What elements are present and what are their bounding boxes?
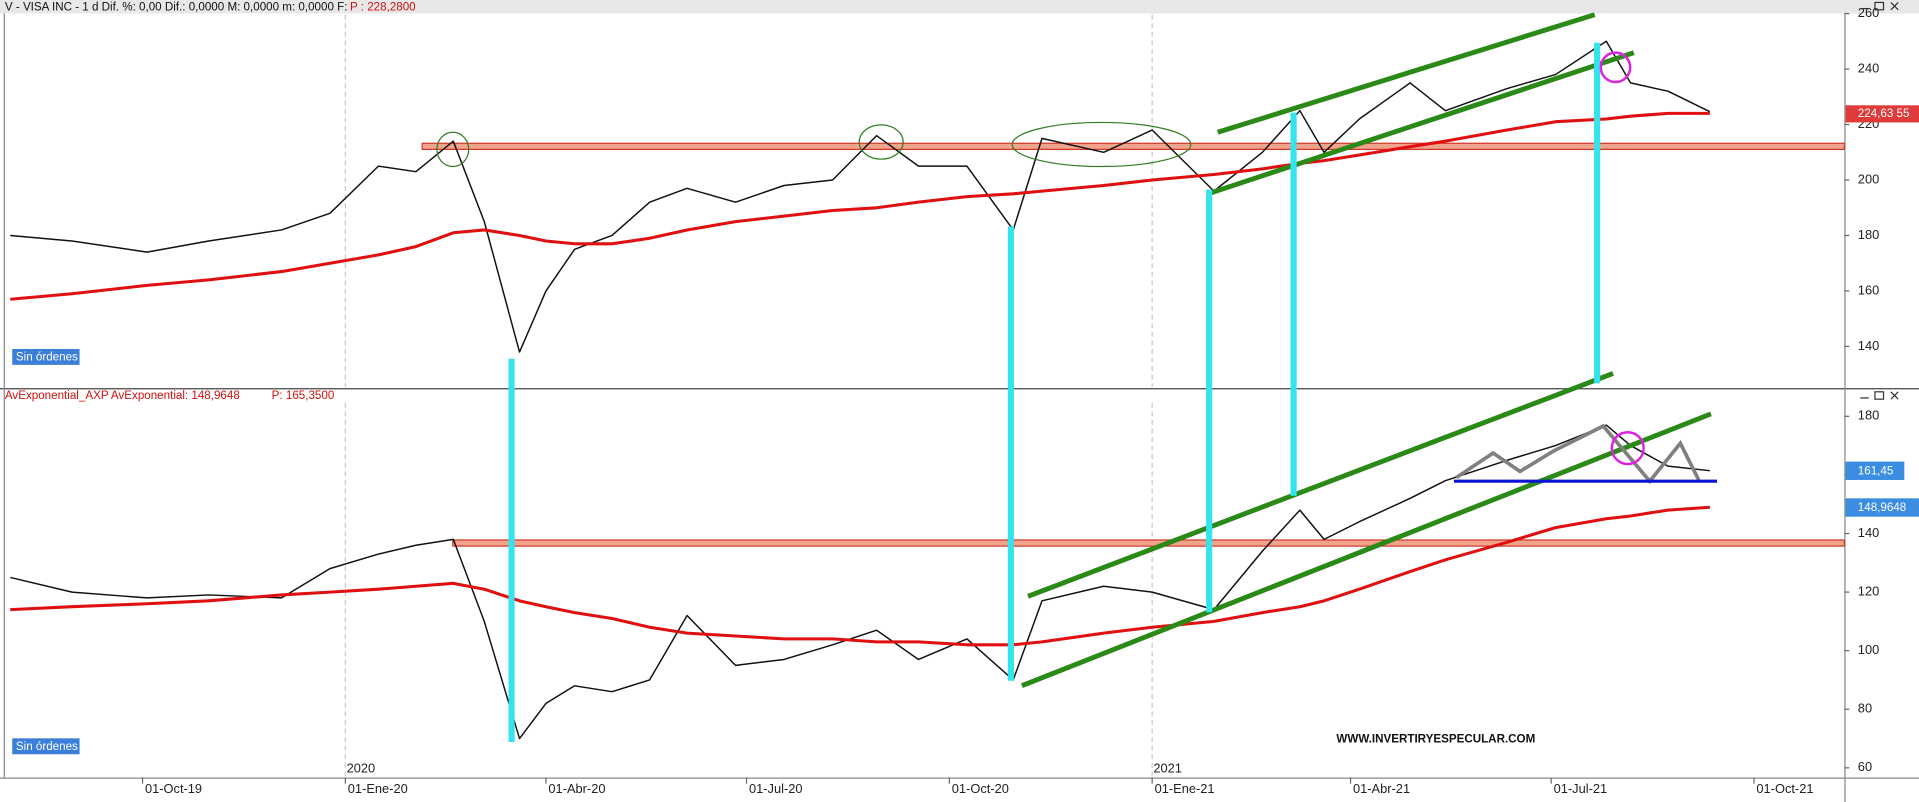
y-tick-label: 80 [1858,701,1872,716]
close-icon[interactable] [1890,2,1899,11]
x-tick-label: 01-Ene-20 [348,781,408,796]
channel-line [1208,50,1635,196]
price-tag-text: 224,63 55 [1858,107,1910,120]
price-tag-text: 148,9648 [1858,501,1906,514]
y-tick-label: 140 [1858,338,1879,353]
resistance-band [421,142,1845,150]
y-tick-label: 140 [1858,525,1879,540]
highlight-circle [1599,51,1632,84]
ellipses [436,121,1192,168]
x-tick-label: 01-Oct-21 [1756,781,1813,796]
panel-title: V - VISA INC - 1 d Dif. %: 0,00 Dif.: 0,… [5,0,348,13]
highlight-circle [1610,430,1645,466]
zigzag [1455,423,1701,485]
y-tick-label: 60 [1858,759,1872,774]
y-tick-label: 160 [1858,282,1879,297]
cyan-lines [508,42,1601,743]
moving-average [10,505,1710,647]
grid-layer: 1401601802002202402606080100120140160180… [141,5,1879,796]
price-label: P : 228,2800 [350,0,416,13]
maximize-icon[interactable] [1874,1,1885,11]
badge [12,738,80,755]
ellipse [858,124,904,160]
channel-lines [1021,12,1712,688]
x-tick-label: 01-Jul-21 [1554,781,1608,796]
y-tick-label: 180 [1858,227,1879,242]
x-tick-label: 01-Abr-20 [548,781,605,796]
y-tick-label: 180 [1858,408,1879,423]
panel-title: AvExponential_AXP AvExponential: 148,964… [5,389,240,402]
ellipse [436,131,470,168]
x-tick-label: 01-Jul-20 [749,781,803,796]
header-bar [0,389,1919,403]
moving-average [10,111,1710,301]
maximize-icon[interactable] [1874,391,1885,400]
y-tick-label: 120 [1858,583,1879,598]
series-layer [10,40,1711,740]
price-tag [1845,498,1919,517]
watermark: WWW.INVERTIRYESPECULAR.COM [1336,733,1535,746]
y-tick-label: 200 [1858,171,1879,186]
close-icon[interactable] [1890,391,1899,400]
y-tick-label: 240 [1858,60,1879,75]
year-label: 2021 [1153,760,1182,775]
price-label: P: 165,3500 [272,389,335,402]
price-tag [1845,105,1919,123]
x-tick-label: 01-Oct-20 [952,781,1009,796]
x-tick-label: 01-Abr-21 [1353,781,1410,796]
header-bar [0,0,1919,14]
badge-text: Sin órdenes [16,740,78,753]
y-tick-label: 100 [1858,642,1879,657]
price-line [10,424,1710,740]
year-label: 2020 [347,760,376,775]
price-line [10,40,1711,353]
resistance-band [452,539,1845,547]
price-tag [1845,461,1905,480]
x-tick-label: 01-Ene-21 [1155,781,1215,796]
window-icons[interactable] [1860,1,1899,400]
channel-line [1021,411,1712,688]
x-tick-label: 01-Oct-19 [145,781,202,796]
ellipse [1011,121,1192,168]
price-tag-text: 161,45 [1858,464,1894,477]
y-tick-label: 260 [1858,5,1879,20]
badge-text: Sin órdenes [16,351,78,364]
channel-line [1217,12,1596,135]
channel-line [1027,371,1614,599]
badge [12,348,80,365]
